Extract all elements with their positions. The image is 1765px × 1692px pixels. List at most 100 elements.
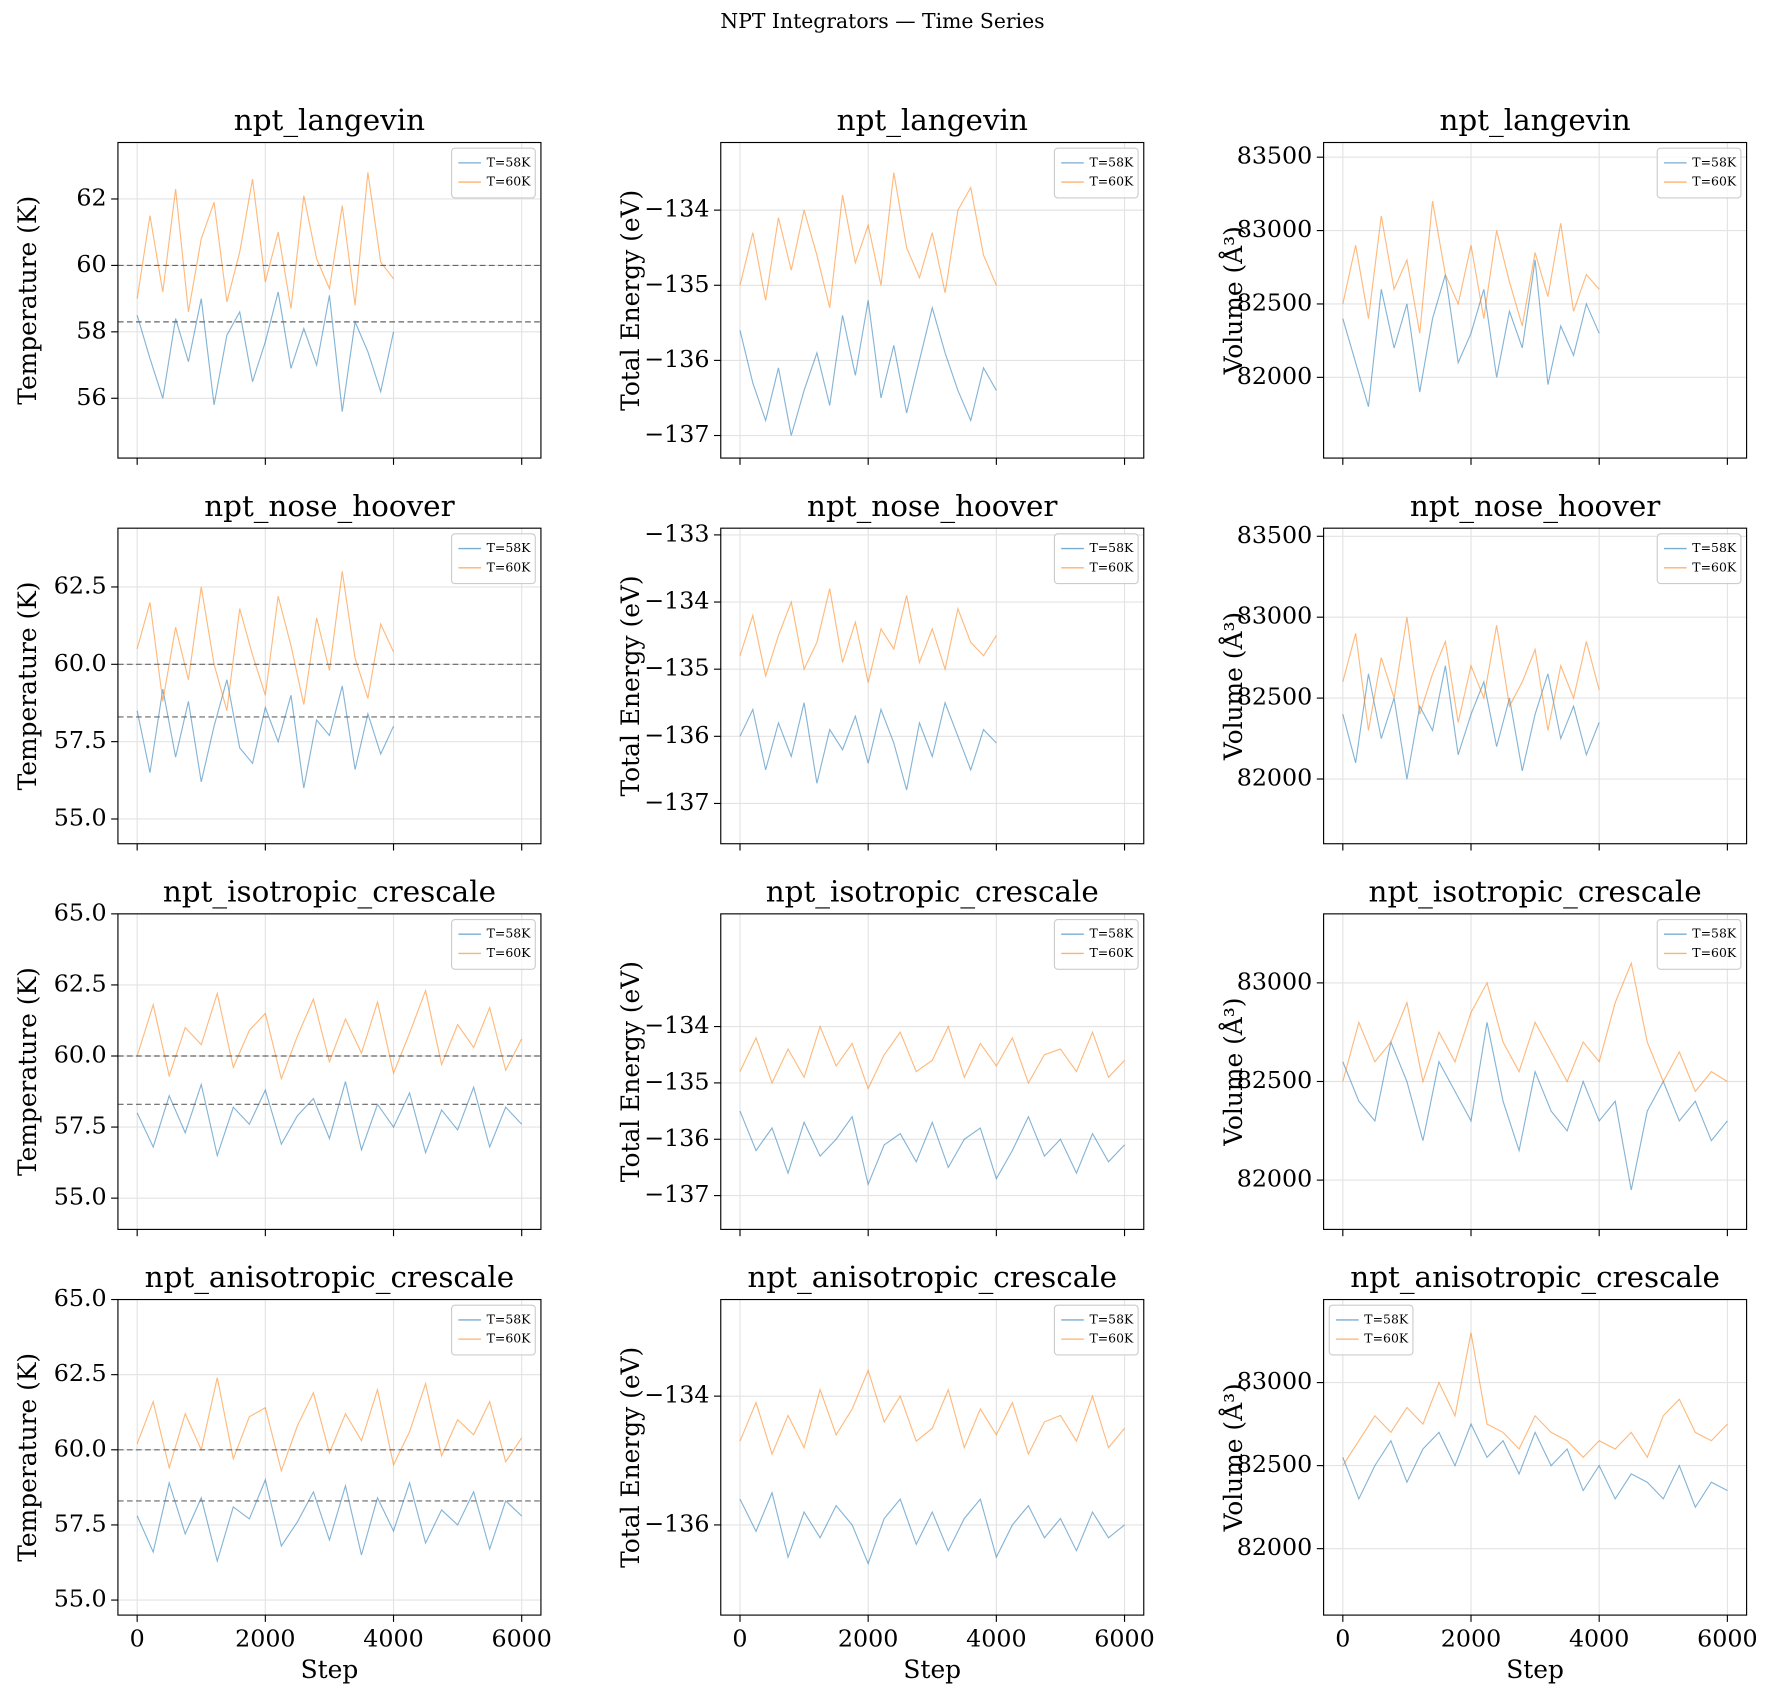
y-axis-label: Volume (Å³) xyxy=(1219,612,1248,761)
series-line xyxy=(1342,1422,1728,1509)
y-tick-label: −137 xyxy=(644,1180,709,1208)
series-line xyxy=(136,172,394,313)
y-axis-label: Volume (Å³) xyxy=(1219,998,1248,1147)
axes-frame xyxy=(720,1298,1145,1616)
legend-label: T=60K xyxy=(1089,945,1134,960)
y-tick-label: −135 xyxy=(644,654,709,682)
legend-label: T=58K xyxy=(1089,540,1134,555)
y-tick-label: 82500 xyxy=(1237,683,1313,711)
series-line xyxy=(739,700,997,791)
series-line xyxy=(1342,259,1600,407)
series-line xyxy=(1342,617,1600,731)
subplot-title: npt_isotropic_crescale xyxy=(163,875,496,910)
series-line xyxy=(739,1490,1125,1566)
x-tick-label: 4000 xyxy=(1569,1624,1629,1652)
y-tick-label: 60 xyxy=(76,250,106,278)
series-line xyxy=(1342,1332,1728,1466)
legend: T=58K T=60K xyxy=(1053,1304,1139,1356)
legend-label: T=60K xyxy=(1692,559,1737,574)
subplot-title: npt_langevin xyxy=(234,103,425,138)
y-tick-label: 82000 xyxy=(1237,1533,1313,1561)
y-tick-label: −134 xyxy=(644,1011,709,1039)
legend-box xyxy=(1053,1304,1139,1356)
legend-label: T=58K xyxy=(1089,926,1134,941)
legend-box xyxy=(451,147,536,199)
series-line xyxy=(739,1110,1125,1187)
subplot-title: npt_isotropic_crescale xyxy=(766,875,1099,910)
legend: T=58K T=60K xyxy=(451,1304,536,1356)
subplot: −137 −136 −135 −134 npt_isotropic_crescale To… xyxy=(616,875,1145,1237)
y-tick-label: −134 xyxy=(644,587,709,615)
subplot: 82000 82500 83000 npt_isotropic_crescale Vol… xyxy=(1219,875,1748,1237)
legend: T=58K T=60K xyxy=(451,147,536,199)
y-tick-label: −136 xyxy=(644,345,709,373)
subplot-title: npt_nose_hoover xyxy=(204,489,455,524)
x-tick-label: 4000 xyxy=(363,1624,423,1652)
y-tick-label: −134 xyxy=(644,195,709,223)
y-tick-label: 57.5 xyxy=(54,726,107,754)
legend-box xyxy=(451,918,536,970)
series-line xyxy=(136,679,395,789)
legend-label: T=58K xyxy=(1692,926,1737,941)
legend-box xyxy=(1053,918,1139,970)
series-line xyxy=(136,1081,523,1158)
y-tick-label: 58 xyxy=(76,316,106,344)
x-axis-label: Step xyxy=(903,1655,961,1684)
y-tick-label: 62.5 xyxy=(54,969,107,997)
legend-label: T=58K xyxy=(1364,1311,1409,1326)
subplot: 82000 82500 83000 83500 npt_langevin Volume (… xyxy=(1219,103,1748,465)
x-tick-label: 2000 xyxy=(235,1624,295,1652)
y-axis-label: Total Energy (eV) xyxy=(616,190,645,411)
axes-frame xyxy=(117,141,542,459)
x-axis-label: Step xyxy=(301,1655,359,1684)
y-tick-label: 83000 xyxy=(1237,215,1313,243)
y-tick-label: −134 xyxy=(644,1381,709,1409)
axes-frame xyxy=(1323,913,1748,1230)
axes-frame xyxy=(720,527,1145,845)
y-tick-label: −133 xyxy=(644,519,709,547)
x-tick-label: 6000 xyxy=(491,1624,551,1652)
axes-frame xyxy=(1323,141,1748,459)
legend-label: T=60K xyxy=(487,945,532,960)
y-tick-label: 55.0 xyxy=(54,1183,107,1211)
legend-label: T=60K xyxy=(1364,1331,1409,1346)
subplot-title: npt_nose_hoover xyxy=(807,489,1058,524)
y-axis-label: Temperature (K) xyxy=(13,967,42,1176)
x-tick-label: 0 xyxy=(1335,1624,1350,1652)
subplot: 55.0 57.5 60.0 62.5 65.0 0 2000 4000 6000 npt_ani… xyxy=(13,1260,552,1684)
subplot: −137 −136 −135 −134 −133 npt_nose_hoover Total… xyxy=(616,489,1145,851)
y-tick-label: 82000 xyxy=(1237,1165,1313,1193)
y-tick-label: 65.0 xyxy=(54,898,107,926)
legend-label: T=58K xyxy=(1692,540,1737,555)
legend-box xyxy=(451,533,536,585)
subplot: 82000 82500 83000 0 2000 4000 6000 npt_anisotro… xyxy=(1219,1260,1758,1684)
y-tick-label: 62.5 xyxy=(54,1359,107,1387)
y-axis-label: Temperature (K) xyxy=(13,1353,42,1562)
y-tick-label: 83000 xyxy=(1237,967,1313,995)
subplot: 56 58 60 62 npt_langevin Temperature (K) T=58K… xyxy=(13,103,542,465)
y-tick-label: 83000 xyxy=(1237,1367,1313,1395)
y-axis-label: Temperature (K) xyxy=(13,196,42,405)
y-tick-label: 55.0 xyxy=(54,803,107,831)
y-tick-label: 57.5 xyxy=(54,1112,107,1140)
legend: T=58K T=60K xyxy=(1656,147,1742,199)
legend: T=58K T=60K xyxy=(451,918,536,970)
series-line xyxy=(739,300,997,436)
x-tick-label: 0 xyxy=(130,1624,145,1652)
y-tick-label: −137 xyxy=(644,420,709,448)
axes-frame xyxy=(117,913,542,1230)
legend: T=58K T=60K xyxy=(451,533,536,585)
legend-label: T=58K xyxy=(1089,1311,1134,1326)
legend-label: T=58K xyxy=(487,154,532,169)
y-tick-label: 57.5 xyxy=(54,1509,107,1537)
legend-box xyxy=(1656,533,1742,585)
y-tick-label: 55.0 xyxy=(54,1585,107,1613)
series-line xyxy=(136,571,395,711)
figure-title: NPT Integrators — Time Series xyxy=(720,9,1044,33)
series-line xyxy=(739,1024,1125,1091)
x-tick-label: 2000 xyxy=(838,1624,898,1652)
series-line xyxy=(1342,961,1728,1093)
x-tick-label: 6000 xyxy=(1697,1624,1757,1652)
legend-label: T=60K xyxy=(1089,1331,1134,1346)
